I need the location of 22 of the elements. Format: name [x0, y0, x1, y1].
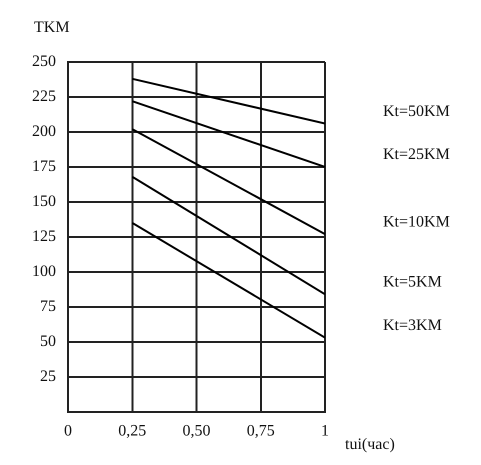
x-tick-label: 0,50 [182, 422, 210, 440]
x-tick-label: 0 [64, 422, 72, 440]
y-tick-label: 50 [40, 333, 56, 350]
y-axis-title: TKM [34, 19, 70, 36]
text: Kt=5KM [383, 273, 442, 290]
text: Kt=10KM [383, 213, 450, 230]
y-tick-label: 200 [32, 123, 56, 140]
x-tick-label: 1 [321, 422, 329, 440]
y-tick-label: 175 [32, 158, 56, 176]
text: Kt=50KM [383, 102, 450, 120]
y-tick-label: 75 [40, 298, 56, 316]
text: Kt=3KM [383, 316, 442, 334]
x-tick-label: 0,75 [246, 422, 275, 440]
y-tick-label: 225 [32, 88, 56, 106]
text: Kt=25KM [383, 146, 450, 164]
x-tick-label: 0,25 [118, 422, 146, 440]
y-tick-label: 100 [32, 263, 56, 280]
y-tick-label: 150 [32, 193, 56, 210]
y-tick-label: 25 [40, 368, 56, 386]
y-tick-label: 125 [32, 228, 56, 246]
x-axis-title: tui(час) [345, 436, 395, 454]
y-tick-label: 250 [32, 53, 56, 70]
